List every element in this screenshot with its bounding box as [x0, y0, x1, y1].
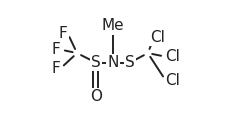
- Text: N: N: [107, 55, 118, 70]
- Text: Cl: Cl: [165, 49, 180, 64]
- Text: S: S: [91, 55, 100, 70]
- Text: F: F: [52, 61, 60, 76]
- Text: Cl: Cl: [149, 30, 164, 44]
- Text: F: F: [58, 25, 67, 41]
- Text: F: F: [52, 42, 60, 57]
- Text: O: O: [90, 89, 101, 104]
- Text: Cl: Cl: [165, 73, 180, 88]
- Text: Me: Me: [101, 18, 124, 34]
- Text: S: S: [125, 55, 134, 70]
